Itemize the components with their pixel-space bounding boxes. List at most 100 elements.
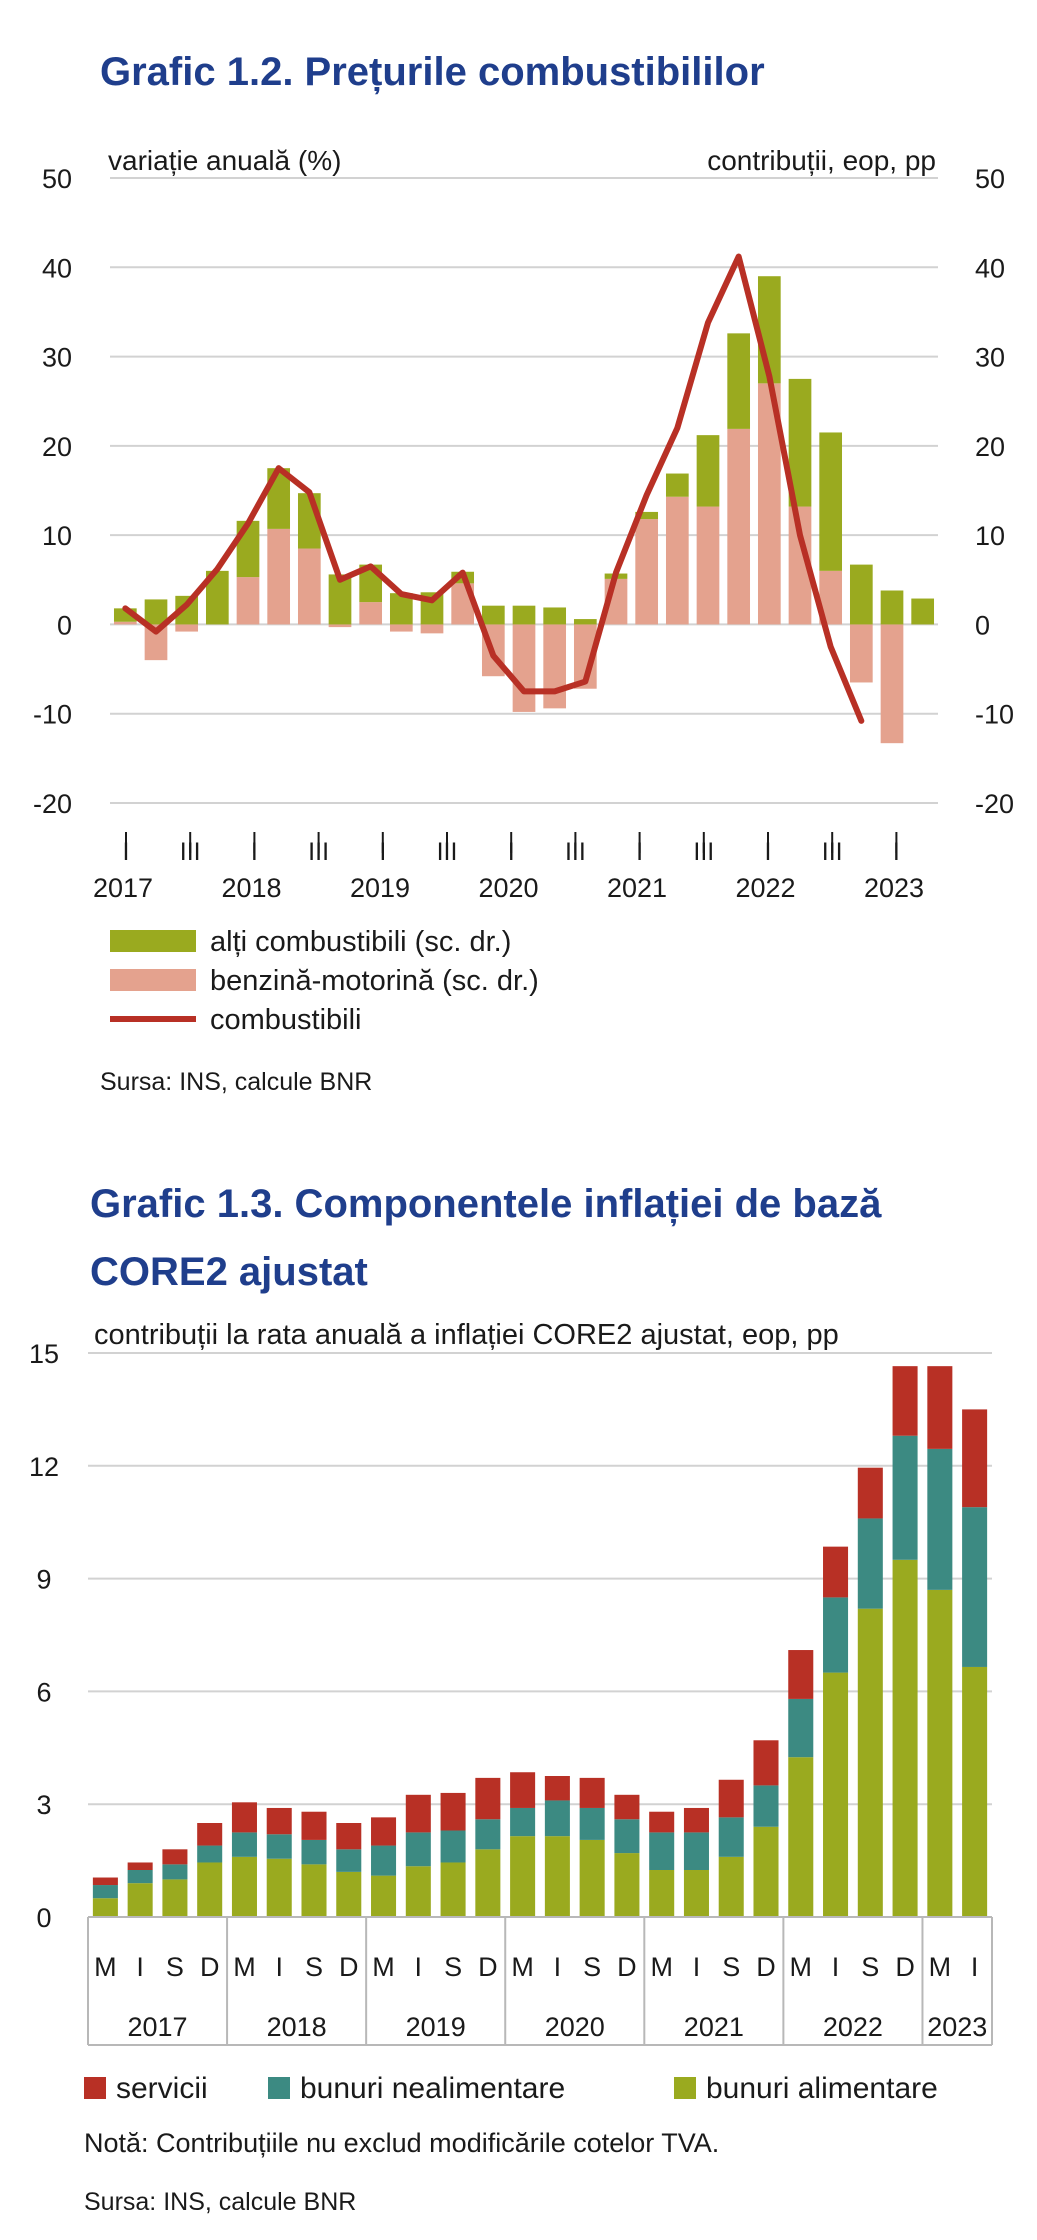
- chart2-bar-segment-1: [892, 1435, 918, 1560]
- chart1-quarter-label: III: [822, 838, 843, 866]
- chart2-year-label: 2020: [545, 2012, 605, 2042]
- chart2-bar-segment-0: [440, 1862, 466, 1917]
- chart1-bar-benzina: [267, 528, 291, 625]
- chart2-month-label: S: [861, 1952, 879, 1982]
- chart2-bar-segment-1: [440, 1830, 466, 1863]
- chart1-quarter-label: I: [251, 838, 258, 866]
- chart2-bar-segment-1: [823, 1597, 849, 1673]
- chart2-y-tick: 3: [36, 1790, 51, 1820]
- chart2-bar-segment-1: [579, 1807, 605, 1840]
- chart2-month-label: D: [339, 1952, 359, 1982]
- chart1-right-tick: 10: [975, 521, 1005, 551]
- chart1-bar-benzina: [788, 506, 812, 625]
- chart2-bar-segment-2: [823, 1546, 849, 1598]
- chart1-bar-alti: [328, 574, 352, 625]
- chart1-legend-label: benzină-motorină (sc. dr.): [210, 965, 539, 997]
- chart1-source: Sursa: INS, calcule BNR: [100, 1068, 373, 1096]
- chart2-bar-segment-0: [475, 1849, 501, 1917]
- chart2-year-label: 2023: [927, 2012, 987, 2042]
- chart1-quarter-label: III: [308, 838, 329, 866]
- chart2-bar-segment-2: [371, 1817, 397, 1846]
- chart1-bar-alti: [144, 599, 168, 625]
- chart2-month-label: M: [372, 1952, 395, 1982]
- chart1-quarter-label: I: [765, 838, 772, 866]
- chart2-month-label: I: [554, 1952, 562, 1982]
- chart1-bar-benzina: [635, 519, 659, 625]
- chart1-quarter-label: I: [636, 838, 643, 866]
- chart1-quarter-label: I: [893, 838, 900, 866]
- chart2-bar-segment-2: [718, 1779, 744, 1818]
- chart2-month-label: S: [583, 1952, 601, 1982]
- chart2-bar-segment-2: [231, 1802, 257, 1833]
- chart2-bar-segment-0: [579, 1839, 605, 1917]
- chart2-bar-segment-0: [927, 1589, 953, 1917]
- chart2-y-tick: 0: [36, 1903, 51, 1933]
- chart2-bar-segment-0: [266, 1858, 292, 1917]
- chart2-bar-segment-0: [614, 1853, 640, 1917]
- chart2-bar-segment-1: [231, 1832, 257, 1857]
- chart1-bar-alti: [205, 570, 229, 625]
- chart1-quarter-label: I: [123, 838, 130, 866]
- chart1-bar-benzina: [144, 624, 168, 661]
- chart1-legend-label: combustibili: [210, 1004, 362, 1036]
- chart2-bar-segment-0: [788, 1757, 814, 1917]
- chart2-bar-segment-1: [857, 1518, 883, 1609]
- chart1-year-label: 2021: [607, 873, 667, 903]
- chart2-bar-segment-2: [683, 1807, 709, 1833]
- chart1-year-label: 2022: [735, 873, 795, 903]
- chart2-bar-segment-0: [823, 1672, 849, 1917]
- chart2-bar-segment-0: [405, 1866, 431, 1917]
- chart2-y-tick: 12: [29, 1452, 59, 1482]
- chart2-month-label: I: [971, 1952, 979, 1982]
- chart1-left-tick: -20: [33, 789, 72, 819]
- chart2-bar-segment-1: [162, 1864, 188, 1880]
- chart2-month-label: D: [478, 1952, 498, 1982]
- chart2-bar-segment-2: [336, 1823, 362, 1850]
- chart2-year-label: 2019: [406, 2012, 466, 2042]
- chart1-legend-swatch: [110, 969, 196, 991]
- chart2-bar-segment-1: [371, 1845, 397, 1876]
- chart1-bar-alti: [175, 595, 199, 625]
- chart2-axis-label: contribuții la rata anuală a inflației C…: [94, 1319, 839, 1351]
- chart1-left-axis-label: variație anuală (%): [108, 145, 341, 176]
- chart1-bar-benzina: [297, 548, 321, 625]
- chart2-y-tick: 6: [36, 1677, 51, 1707]
- chart1-bar-benzina: [573, 624, 597, 689]
- chart1-left-tick: 20: [42, 432, 72, 462]
- chart2-year-label: 2022: [823, 2012, 883, 2042]
- chart2-bar-segment-0: [683, 1870, 709, 1917]
- chart1-right-tick: 20: [975, 432, 1005, 462]
- chart2-bar-segment-2: [927, 1366, 953, 1449]
- chart2-bar-segment-1: [197, 1845, 223, 1863]
- chart2-bar-segment-2: [753, 1740, 779, 1786]
- chart2-month-label: I: [415, 1952, 423, 1982]
- chart1-bar-alti: [543, 607, 567, 625]
- chart2-legend-swatch: [84, 2077, 106, 2099]
- chart1-bar-benzina: [880, 624, 904, 744]
- chart2-month-label: D: [895, 1952, 915, 1982]
- chart2-month-label: M: [94, 1952, 117, 1982]
- chart2-bar-segment-1: [405, 1832, 431, 1867]
- chart2-y-tick: 9: [36, 1565, 51, 1595]
- chart2-bar-segment-2: [92, 1877, 118, 1886]
- chart2-bar-segment-0: [301, 1864, 327, 1917]
- chart2-bar-segment-1: [127, 1870, 153, 1884]
- chart1-right-tick: 30: [975, 343, 1005, 373]
- chart1-bar-benzina: [757, 383, 781, 625]
- chart1-bar-benzina: [328, 624, 352, 628]
- chart1-quarter-label: III: [180, 838, 201, 866]
- chart1-bar-benzina: [113, 621, 137, 625]
- chart2-bar-segment-1: [962, 1507, 988, 1667]
- chart2-y-tick: 15: [29, 1339, 59, 1369]
- chart2-bar-segment-1: [544, 1800, 570, 1837]
- chart1-quarter-label: III: [437, 838, 458, 866]
- chart1-year-label: 2020: [478, 873, 538, 903]
- chart1-year-label: 2017: [93, 873, 153, 903]
- chart2-bar-segment-0: [92, 1898, 118, 1917]
- chart1-left-tick: 30: [42, 343, 72, 373]
- chart2-bar-segment-0: [892, 1559, 918, 1917]
- chart1-bar-alti: [665, 473, 689, 497]
- chart2-bar-segment-2: [544, 1776, 570, 1801]
- chart1-year-label: 2018: [221, 873, 281, 903]
